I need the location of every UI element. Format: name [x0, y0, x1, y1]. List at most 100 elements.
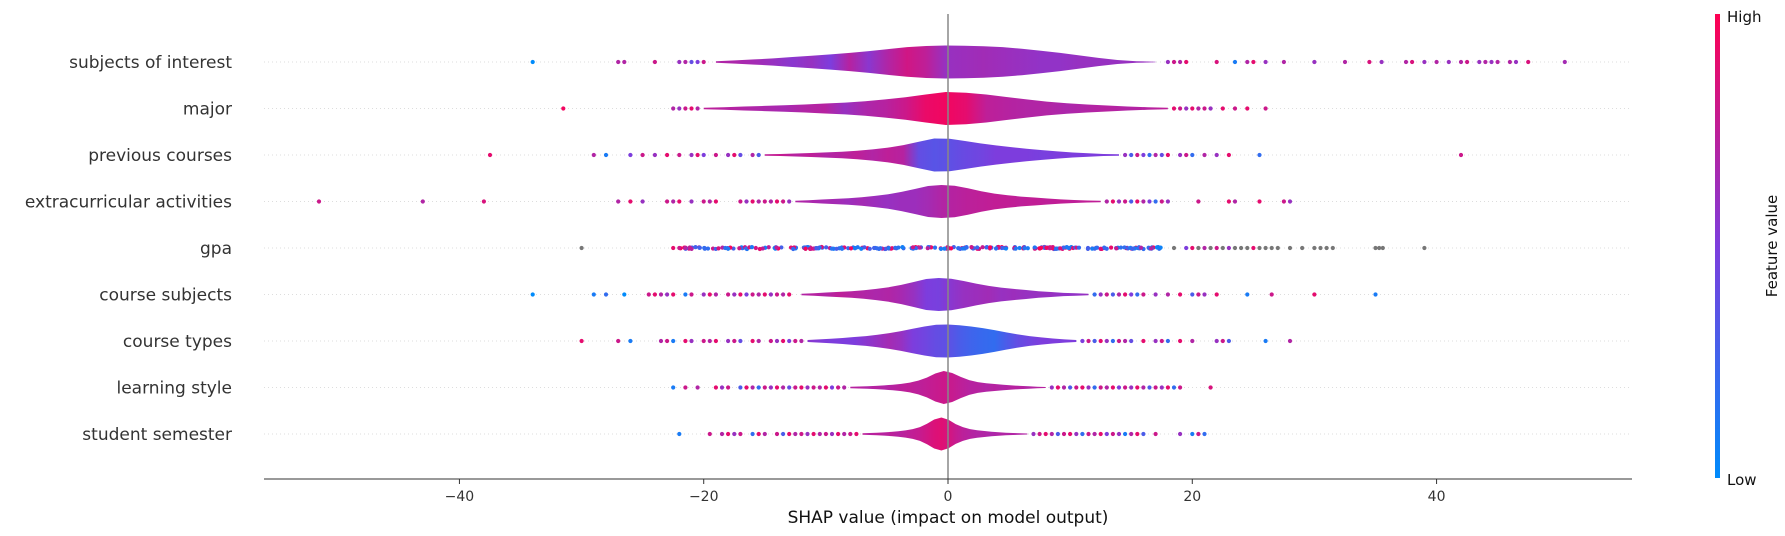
- data-point: [1196, 199, 1201, 204]
- data-point: [774, 245, 779, 250]
- data-point: [622, 59, 627, 65]
- data-point: [1153, 199, 1158, 204]
- data-point: [1154, 245, 1159, 250]
- data-point: [1090, 246, 1095, 251]
- data-point: [530, 59, 535, 65]
- data-point: [855, 245, 860, 250]
- data-point: [640, 152, 645, 158]
- data-point: [1269, 245, 1274, 251]
- data-point: [854, 431, 859, 437]
- data-point: [774, 292, 780, 297]
- data-point: [1068, 385, 1073, 390]
- data-point: [1214, 59, 1219, 65]
- data-point: [487, 152, 493, 158]
- data-point: [890, 246, 895, 251]
- data-point: [1055, 385, 1060, 390]
- data-point: [762, 292, 767, 297]
- data-point: [677, 199, 682, 204]
- data-point: [1098, 338, 1103, 344]
- data-point: [1013, 246, 1018, 251]
- data-point: [683, 245, 688, 251]
- data-point: [774, 385, 780, 390]
- data-point: [749, 245, 755, 250]
- x-tick-label: −20: [689, 489, 719, 505]
- data-point: [878, 246, 883, 251]
- data-point: [1104, 246, 1109, 251]
- data-point: [1147, 385, 1152, 390]
- data-point: [896, 245, 901, 250]
- data-point: [1118, 245, 1123, 250]
- data-point: [1086, 431, 1091, 437]
- data-point: [1165, 338, 1170, 344]
- data-point: [988, 245, 993, 250]
- colorbar-high-label: High: [1727, 8, 1761, 26]
- data-point: [750, 199, 755, 204]
- data-point: [671, 338, 676, 344]
- data-point: [917, 245, 922, 250]
- data-point: [1196, 431, 1201, 437]
- data-point: [671, 385, 676, 390]
- data-point: [677, 245, 682, 251]
- data-point: [1159, 338, 1164, 344]
- data-point: [1257, 245, 1262, 251]
- data-point: [738, 338, 743, 344]
- data-point: [1076, 245, 1082, 250]
- data-point: [1129, 152, 1134, 158]
- data-point: [823, 431, 829, 437]
- data-point: [1184, 245, 1189, 251]
- data-point: [677, 152, 682, 158]
- data-point: [791, 246, 796, 252]
- data-point: [893, 245, 898, 250]
- data-point: [925, 246, 930, 251]
- feature-labels: subjects of interest major previous course…: [25, 53, 232, 445]
- data-point: [683, 106, 688, 111]
- data-point: [1094, 245, 1099, 250]
- data-point: [719, 385, 725, 390]
- data-point: [1098, 385, 1103, 390]
- data-point: [628, 338, 633, 344]
- data-point: [1074, 385, 1079, 390]
- data-point: [1141, 152, 1146, 158]
- data-point: [1422, 59, 1427, 65]
- data-point: [1373, 292, 1378, 297]
- data-point: [579, 338, 584, 344]
- data-point: [713, 385, 719, 390]
- data-point: [1367, 59, 1372, 65]
- data-point: [1031, 431, 1036, 437]
- data-point: [1086, 385, 1091, 390]
- data-point: [756, 152, 761, 158]
- data-point: [744, 199, 749, 204]
- data-point: [848, 246, 854, 251]
- data-point: [787, 199, 792, 204]
- violin-shape: [807, 324, 1077, 358]
- data-point: [1257, 152, 1262, 158]
- data-point: [683, 338, 688, 344]
- data-point: [1312, 59, 1317, 65]
- data-point: [872, 245, 877, 251]
- data-point: [1232, 245, 1238, 251]
- data-point: [738, 199, 743, 204]
- data-point: [756, 385, 761, 390]
- data-point: [1037, 246, 1042, 251]
- data-point: [768, 385, 774, 390]
- data-point: [1037, 431, 1042, 437]
- data-point: [1104, 199, 1109, 204]
- data-point: [1085, 246, 1090, 251]
- data-point: [1190, 431, 1195, 437]
- data-point: [756, 338, 761, 344]
- data-point: [1403, 59, 1409, 65]
- data-point: [1318, 245, 1323, 251]
- data-point: [1226, 245, 1231, 251]
- data-point: [1465, 59, 1470, 65]
- data-point: [738, 431, 743, 437]
- data-point: [842, 431, 847, 437]
- data-point: [750, 431, 755, 437]
- data-point: [960, 246, 965, 251]
- data-point: [1092, 385, 1097, 390]
- data-point: [316, 199, 322, 204]
- data-point: [834, 246, 839, 251]
- data-point: [726, 152, 731, 158]
- data-point: [1165, 59, 1170, 65]
- data-point: [1116, 338, 1122, 344]
- data-point: [793, 338, 798, 344]
